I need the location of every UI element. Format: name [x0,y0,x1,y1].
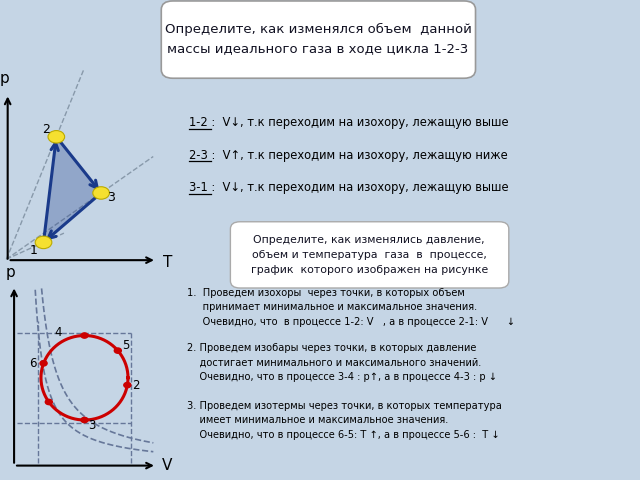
Text: 3: 3 [88,419,96,432]
Text: 6: 6 [29,357,37,370]
Circle shape [45,399,52,405]
Polygon shape [44,137,101,242]
Text: 3: 3 [108,191,115,204]
Circle shape [115,348,122,353]
Text: 1-2 :  V↓, т.к переходим на изохору, лежащую выше: 1-2 : V↓, т.к переходим на изохору, лежа… [189,116,508,129]
FancyBboxPatch shape [161,1,476,78]
Text: 1.  Проведем изохоры  через точки, в которых объем
     принимает минимальное и : 1. Проведем изохоры через точки, в котор… [187,288,515,327]
Text: p: p [5,265,15,280]
Text: 2: 2 [132,379,140,392]
Circle shape [124,383,131,388]
Text: 4: 4 [54,326,62,339]
Circle shape [81,333,88,338]
Text: 3. Проведем изотермы через точки, в которых температура
    имеет минимальное и : 3. Проведем изотермы через точки, в кото… [187,401,502,440]
Text: Определите, как изменялись давление,
объем и температура  газа  в  процессе,
гра: Определите, как изменялись давление, объ… [251,235,488,275]
Text: p: p [0,72,10,86]
Text: 2-3 :  V↑, т.к переходим на изохору, лежащую ниже: 2-3 : V↑, т.к переходим на изохору, лежа… [189,148,508,162]
Text: T: T [163,254,173,270]
Circle shape [40,360,47,366]
Text: 1: 1 [29,243,37,257]
Text: V: V [162,458,172,473]
Text: 5: 5 [122,339,130,352]
Text: 2. Проведем изобары через точки, в которых давление
    достигает минимального и: 2. Проведем изобары через точки, в котор… [187,343,497,382]
Circle shape [35,236,52,249]
Circle shape [81,417,88,423]
FancyBboxPatch shape [230,222,509,288]
Text: 3-1 :  V↓, т.к переходим на изохору, лежащую выше: 3-1 : V↓, т.к переходим на изохору, лежа… [189,181,508,194]
Text: Определите, как изменялся объем  данной
массы идеального газа в ходе цикла 1-2-3: Определите, как изменялся объем данной м… [164,24,472,55]
Circle shape [93,187,109,199]
Text: 2: 2 [42,122,50,136]
Circle shape [48,131,65,143]
